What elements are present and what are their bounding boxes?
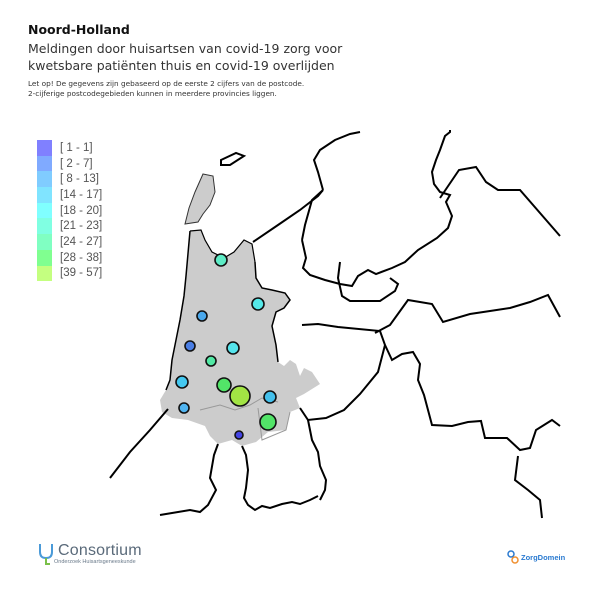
disclaimer-note: Let op! De gegevens zijn gebaseerd op de… bbox=[28, 79, 305, 98]
map-marker[interactable] bbox=[178, 402, 190, 414]
zorgdomein-logo-name: ZorgDomein bbox=[521, 552, 566, 562]
legend-item: [39 - 57] bbox=[37, 265, 103, 282]
consortium-logo: Consortium Onderzoek Huisartsgeneeskunde bbox=[36, 542, 142, 566]
legend-item: [14 - 17] bbox=[37, 187, 102, 203]
legend-swatch bbox=[37, 234, 52, 250]
consortium-logo-subtitle: Onderzoek Huisartsgeneeskunde bbox=[54, 559, 136, 565]
legend-label: [ 2 - 7] bbox=[60, 157, 93, 170]
region-noord-holland bbox=[160, 173, 320, 446]
legend-swatch bbox=[37, 265, 52, 282]
map-marker[interactable] bbox=[226, 341, 240, 355]
legend-swatch bbox=[37, 140, 52, 156]
map-marker[interactable] bbox=[214, 253, 228, 267]
legend-swatch bbox=[37, 171, 52, 188]
map-marker[interactable] bbox=[205, 355, 217, 367]
map-legend: [ 1 - 1] [ 2 - 7] [ 8 - 13] [14 - 17] [18 - … bbox=[37, 140, 103, 282]
zorgdomein-logo: ZorgDomein bbox=[507, 550, 565, 564]
legend-swatch bbox=[37, 187, 52, 203]
map-marker[interactable] bbox=[196, 310, 208, 322]
legend-item: [ 1 - 1] bbox=[37, 140, 102, 156]
legend-label: [24 - 27] bbox=[60, 235, 103, 248]
legend-label: [14 - 17] bbox=[60, 188, 103, 201]
legend-label: [18 - 20] bbox=[60, 204, 103, 217]
legend-swatch bbox=[37, 249, 52, 266]
legend-label: [ 8 - 13] bbox=[60, 173, 99, 186]
legend-item: [ 8 - 13] bbox=[37, 171, 102, 188]
legend-item: [ 2 - 7] bbox=[37, 155, 102, 172]
zorgdomein-icon bbox=[507, 550, 519, 564]
legend-label: [21 - 23] bbox=[60, 220, 103, 233]
legend-label: [28 - 38] bbox=[60, 251, 103, 264]
legend-item: [24 - 27] bbox=[37, 234, 102, 250]
map-subtitle: Meldingen door huisartsen van covid-19 z… bbox=[28, 41, 343, 73]
map-marker[interactable] bbox=[259, 413, 277, 431]
map-marker[interactable] bbox=[263, 390, 277, 404]
stethoscope-icon bbox=[36, 542, 56, 566]
legend-item: [18 - 20] bbox=[37, 202, 103, 219]
map-marker[interactable] bbox=[216, 377, 232, 393]
marker-layer bbox=[175, 253, 277, 440]
legend-item: [21 - 23] bbox=[37, 218, 103, 235]
map-marker[interactable] bbox=[234, 430, 244, 440]
legend-swatch bbox=[37, 202, 52, 219]
legend-item: [28 - 38] bbox=[37, 249, 103, 266]
map-marker[interactable] bbox=[251, 297, 265, 311]
legend-swatch bbox=[37, 155, 52, 172]
map-marker[interactable] bbox=[229, 385, 251, 407]
neighbour-borders bbox=[109, 130, 561, 519]
map-marker[interactable] bbox=[184, 340, 196, 352]
legend-swatch bbox=[37, 218, 52, 235]
legend-label: [39 - 57] bbox=[60, 267, 103, 280]
map-marker[interactable] bbox=[175, 375, 189, 389]
consortium-logo-name: Consortium bbox=[58, 542, 142, 559]
page-title: Noord-Holland bbox=[28, 22, 130, 37]
legend-label: [ 1 - 1] bbox=[60, 141, 93, 154]
